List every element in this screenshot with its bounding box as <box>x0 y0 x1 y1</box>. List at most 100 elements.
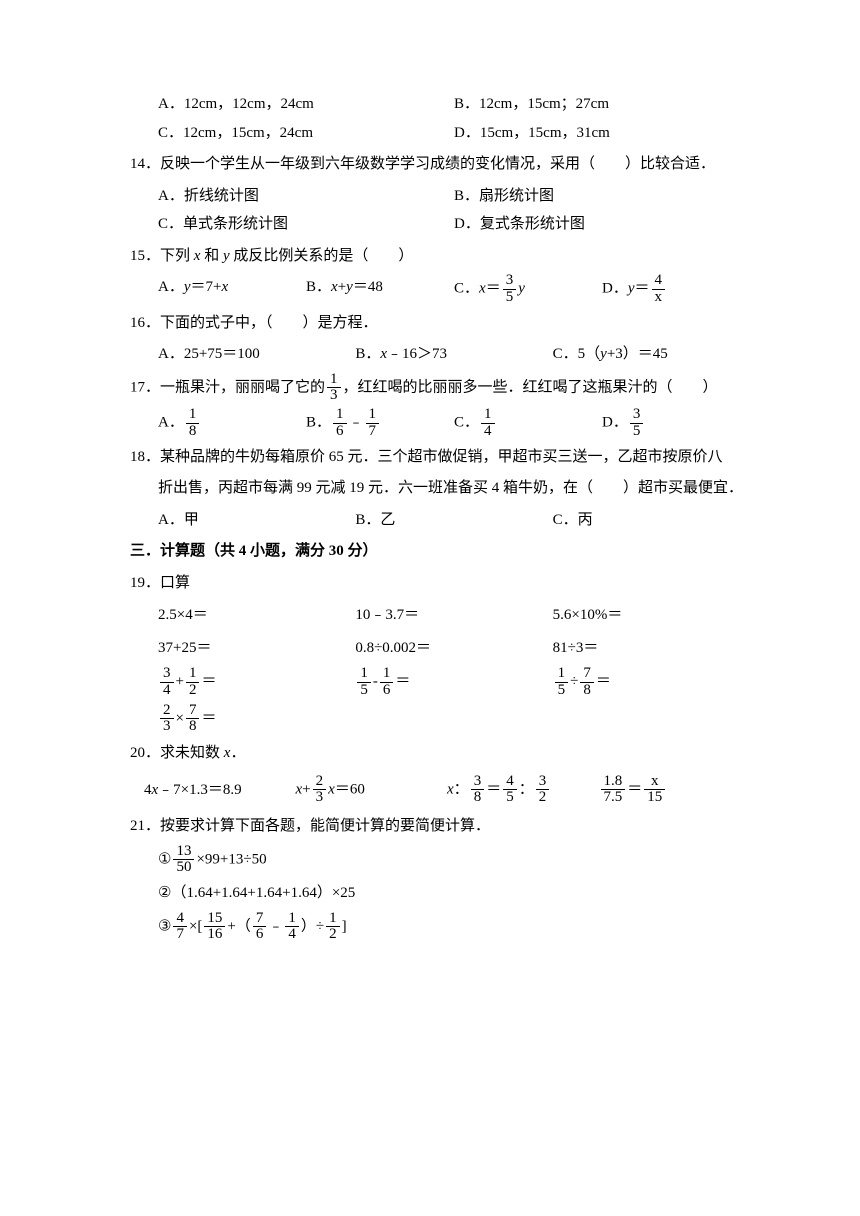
pre: D． <box>602 281 628 297</box>
d: 3 <box>327 388 341 404</box>
eq: ＝48 <box>353 279 383 295</box>
q14-option-c: C．单式条形统计图 <box>158 210 454 239</box>
t: 17．一瓶果汁，丽丽喝了它的 <box>130 379 325 395</box>
opt-text: B．12cm，15cm；27cm <box>454 96 609 112</box>
n: 2 <box>160 703 174 720</box>
d: 8 <box>186 719 200 735</box>
frac: x15 <box>644 774 665 807</box>
eq: ＝ <box>627 781 642 797</box>
num: 4 <box>652 273 666 290</box>
post: ×99+13÷50 <box>196 851 266 867</box>
n: 1 <box>333 407 347 424</box>
c: ： <box>519 781 534 797</box>
d: 15 <box>644 790 665 806</box>
d: 16 <box>204 927 225 943</box>
q14-option-a: A．折线统计图 <box>158 182 454 211</box>
q18-options: A．甲 B．乙 C．丙 <box>130 506 750 535</box>
frac: 1516 <box>204 911 225 944</box>
eq: ＝ <box>486 781 501 797</box>
q13-option-d: D．15cm，15cm，31cm <box>454 119 750 148</box>
frac: 45 <box>503 774 517 807</box>
opt-text: D．15cm，15cm，31cm <box>454 125 610 141</box>
x: x <box>447 781 454 797</box>
den: x <box>652 290 666 306</box>
n: 13 <box>173 844 194 861</box>
v: x <box>479 281 486 297</box>
q14-stem: 14．反映一个学生从一年级到六年级数学学习成绩的变化情况，采用（ ）比较合适． <box>130 150 750 179</box>
q15-option-c: C．x＝35y <box>454 273 602 306</box>
frac: 78 <box>186 703 200 736</box>
n: 3 <box>160 666 174 683</box>
q20-e4: 1.87.5＝x15 <box>599 774 751 807</box>
d: 50 <box>173 860 194 876</box>
d: 4 <box>160 683 174 699</box>
m: ）÷ <box>301 918 324 934</box>
op: - <box>373 674 378 690</box>
q18-line2: 折出售，丙超市每满 99 元减 19 元．六一班准备买 4 箱牛奶，在（ ）超市… <box>130 474 750 503</box>
frac: 23 <box>160 703 174 736</box>
eq: ＝ <box>596 674 611 690</box>
frac: 1350 <box>173 844 194 877</box>
c: 15-16＝ <box>355 666 552 699</box>
pre: ③ <box>158 918 171 934</box>
t: 20．求未知数 <box>130 745 224 761</box>
q17-option-c: C．14 <box>454 407 602 440</box>
frac: 14 <box>285 911 299 944</box>
frac: 12 <box>326 911 340 944</box>
q14-option-b: B．扇形统计图 <box>454 182 750 211</box>
frac: 47 <box>173 911 187 944</box>
n: x <box>644 774 665 791</box>
q19-row3: 34+12＝ 15-16＝ 15÷78＝ <box>130 666 750 699</box>
q18-option-c: C．丙 <box>553 506 750 535</box>
n: 3 <box>536 774 550 791</box>
c: 2.5×4＝ <box>158 601 355 630</box>
m: ﹣ <box>349 415 364 431</box>
n: 4 <box>503 774 517 791</box>
pre: B． <box>355 346 380 362</box>
d: 5 <box>503 790 517 806</box>
c: 15÷78＝ <box>553 666 750 699</box>
q16-stem: 16．下面的式子中，（ ）是方程． <box>130 309 750 338</box>
frac: 12 <box>186 666 200 699</box>
pre: A． <box>158 279 184 295</box>
c: 81÷3＝ <box>553 634 750 663</box>
num: 3 <box>503 273 517 290</box>
c: 10﹣3.7＝ <box>355 601 552 630</box>
frac: 15 <box>357 666 371 699</box>
n: 1 <box>380 666 394 683</box>
frac: 32 <box>536 774 550 807</box>
q20-stem: 20．求未知数 x． <box>130 739 750 768</box>
q21-stem: 21．按要求计算下面各题，能简便计算的要简便计算． <box>130 812 750 841</box>
frac: 38 <box>471 774 485 807</box>
post: ] <box>342 918 347 934</box>
d: 6 <box>333 424 347 440</box>
d: 5 <box>630 424 644 440</box>
op: + <box>176 674 184 690</box>
q19-row1: 2.5×4＝ 10﹣3.7＝ 5.6×10%＝ <box>130 601 750 630</box>
post: ﹣7×1.3＝8.9 <box>158 782 241 798</box>
n: 1 <box>481 407 495 424</box>
q13-options-row2: C．12cm，15cm，24cm D．15cm，15cm，31cm <box>130 119 750 148</box>
post: +3）＝45 <box>607 346 668 362</box>
c: 5.6×10%＝ <box>553 601 750 630</box>
c: ： <box>454 781 469 797</box>
n: 1 <box>186 407 200 424</box>
c: 34+12＝ <box>158 666 355 699</box>
q17-option-a: A．18 <box>158 407 306 440</box>
frac: 23 <box>313 774 327 807</box>
frac: 15 <box>555 666 569 699</box>
m: + <box>338 279 346 295</box>
q19-stem: 19．口算 <box>130 569 750 598</box>
q21-p2: ②（1.64+1.64+1.64+1.64）×25 <box>130 879 750 908</box>
d: 4 <box>285 927 299 943</box>
t: 15．下列 <box>130 248 194 264</box>
d: 8 <box>186 424 200 440</box>
d: 2 <box>536 790 550 806</box>
frac: 35 <box>630 407 644 440</box>
d: 7.5 <box>601 790 626 806</box>
d: 6 <box>380 683 394 699</box>
x: x <box>380 346 387 362</box>
pre: 4 <box>144 782 152 798</box>
y: y <box>223 248 230 264</box>
q13-option-c: C．12cm，15cm，24cm <box>158 119 454 148</box>
